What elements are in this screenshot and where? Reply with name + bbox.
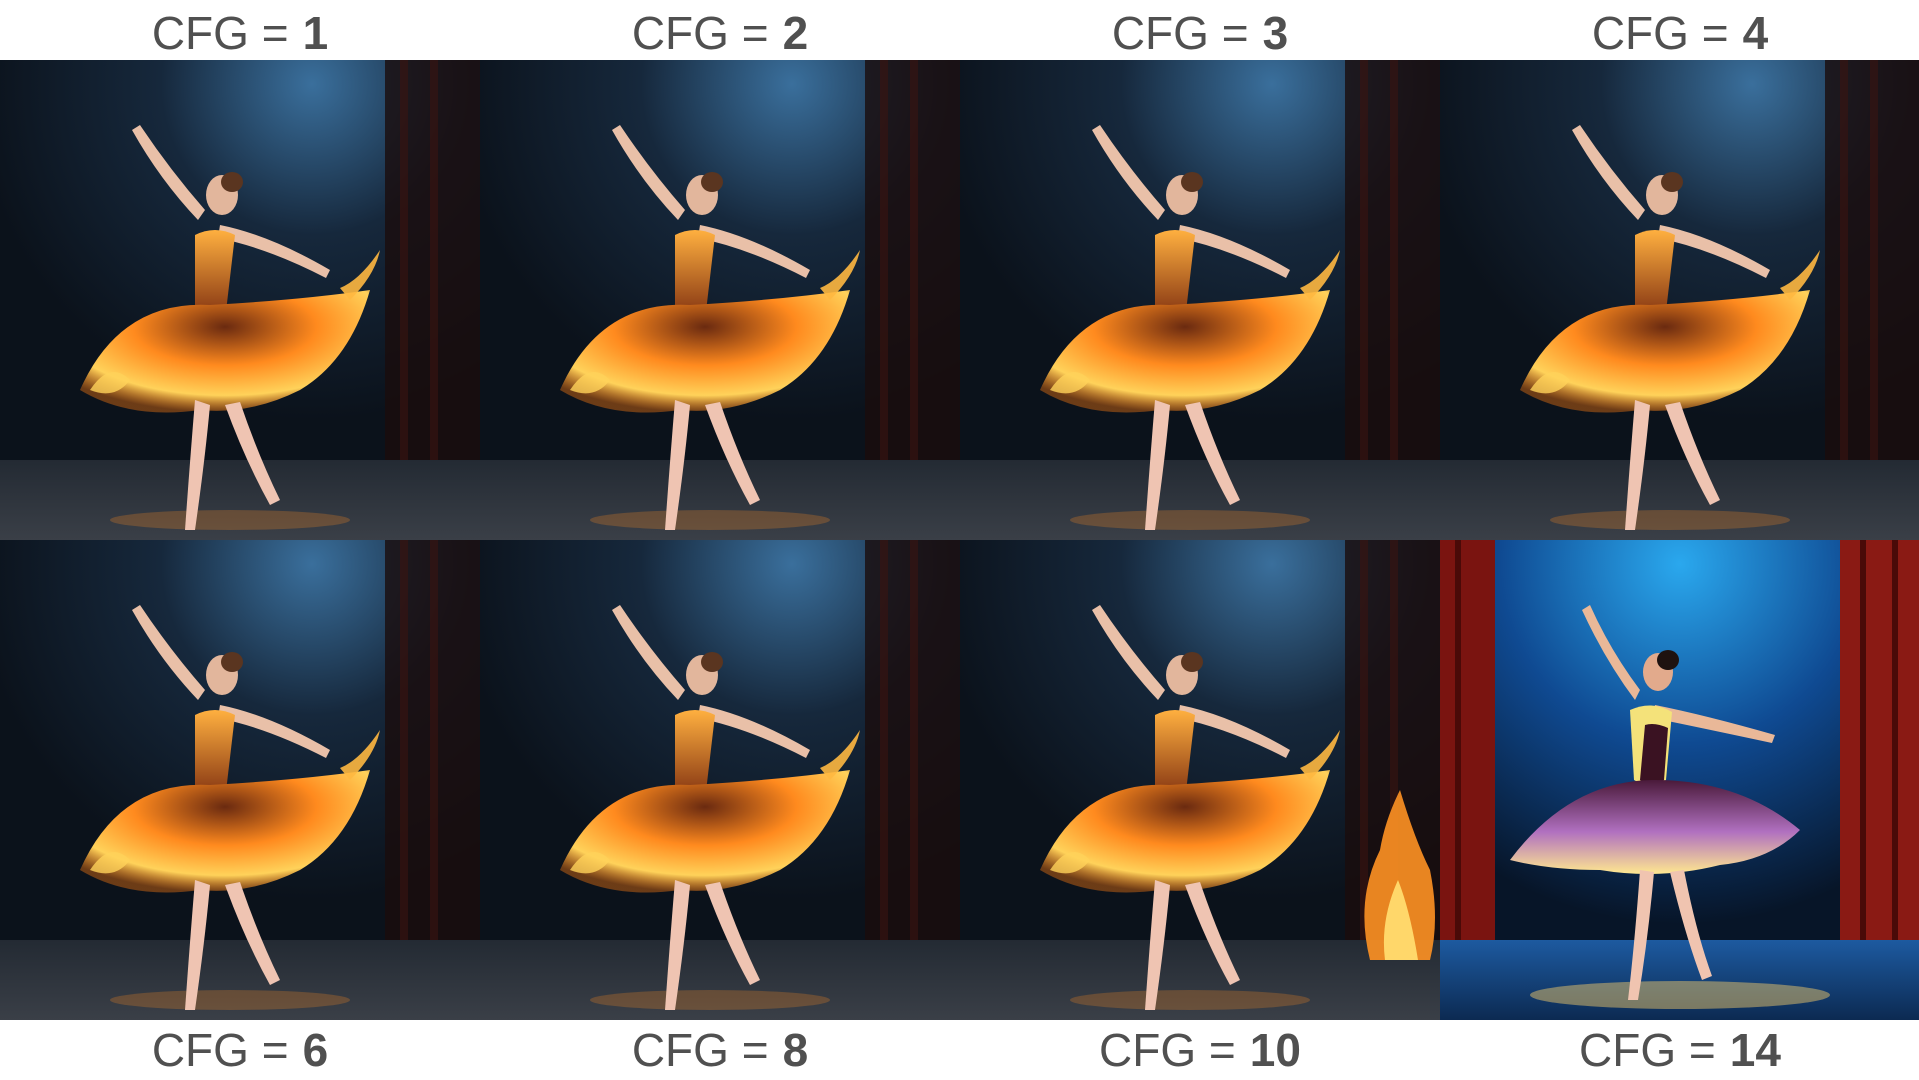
label-cfg-6: CFG = 6 (0, 1020, 480, 1080)
image-cfg-6 (0, 540, 480, 1020)
label-cfg-2: CFG = 2 (480, 3, 960, 63)
image-cfg-2 (480, 60, 960, 540)
label-cfg-4: CFG = 4 (1440, 3, 1919, 63)
label-prefix: CFG = (151, 1024, 289, 1076)
image-cfg-4 (1440, 60, 1919, 540)
image-cfg-10 (960, 540, 1440, 1020)
label-value: 10 (1249, 1024, 1301, 1076)
label-prefix: CFG = (631, 7, 769, 59)
label-prefix: CFG = (1591, 7, 1729, 59)
image-cfg-3 (960, 60, 1440, 540)
label-cfg-8: CFG = 8 (480, 1020, 960, 1080)
label-cfg-14: CFG = 14 (1440, 1020, 1919, 1080)
label-prefix: CFG = (1099, 1024, 1236, 1076)
label-value: 6 (302, 1024, 329, 1076)
image-cfg-1 (0, 60, 480, 540)
label-value: 2 (782, 7, 809, 59)
label-cfg-10: CFG = 10 (960, 1020, 1440, 1080)
label-prefix: CFG = (631, 1024, 769, 1076)
label-cfg-3: CFG = 3 (960, 3, 1440, 63)
label-value: 1 (302, 7, 329, 59)
label-prefix: CFG = (1579, 1024, 1716, 1076)
image-cfg-14 (1440, 540, 1919, 1020)
label-value: 14 (1729, 1024, 1781, 1076)
image-cfg-8 (480, 540, 960, 1020)
label-cfg-1: CFG = 1 (0, 3, 480, 63)
label-value: 3 (1262, 7, 1289, 59)
label-prefix: CFG = (151, 7, 289, 59)
label-prefix: CFG = (1111, 7, 1249, 59)
label-value: 4 (1742, 7, 1769, 59)
label-value: 8 (782, 1024, 809, 1076)
